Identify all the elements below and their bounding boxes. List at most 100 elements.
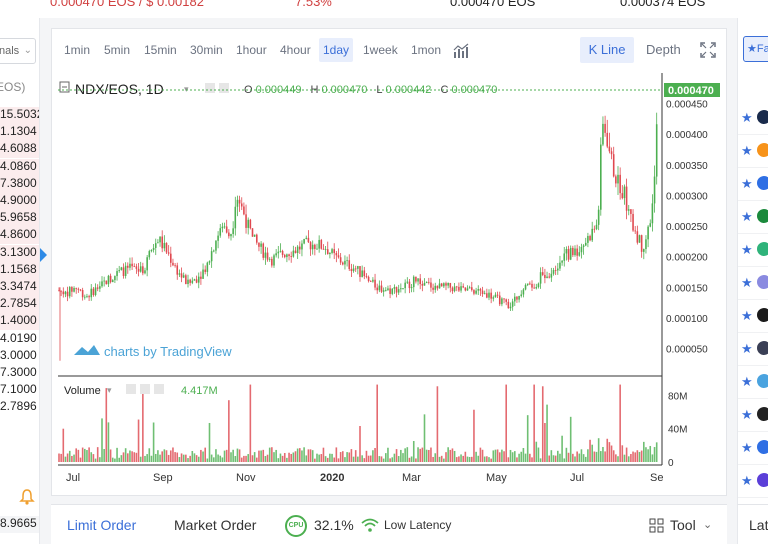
volume-bar: [584, 456, 587, 462]
star-icon[interactable]: ★: [741, 143, 753, 158]
time-axis-tick: Jul: [570, 472, 584, 484]
tool-chevron-icon[interactable]: ⌄: [703, 519, 713, 531]
volume-bar: [101, 418, 103, 462]
symbol-chevron-icon[interactable]: ▾: [184, 84, 189, 94]
volume-bar: [645, 447, 647, 462]
order-book-row[interactable]: 7.3800: [0, 175, 39, 193]
timeframe-1min[interactable]: 1min: [64, 43, 91, 57]
timeframe-4hour[interactable]: 4hour: [280, 43, 311, 57]
favorite-pair-row[interactable]: ★: [738, 366, 768, 399]
favorite-pair-row[interactable]: ★: [738, 234, 768, 267]
candle-body: [496, 294, 499, 296]
order-book-row[interactable]: 4.0860: [0, 158, 39, 176]
star-icon[interactable]: ★: [741, 275, 753, 290]
star-icon[interactable]: ★: [741, 407, 753, 422]
volume-bar: [103, 449, 105, 462]
timeframe-1day[interactable]: 1day: [319, 38, 354, 62]
fullscreen-icon[interactable]: [700, 42, 716, 58]
star-icon[interactable]: ★: [741, 374, 753, 389]
coin-logo-icon: [757, 374, 768, 388]
volume-bar: [430, 447, 432, 462]
timeframe-30min[interactable]: 30min: [190, 43, 223, 57]
favorites-button[interactable]: ★Fa: [743, 36, 768, 62]
volume-bar: [228, 400, 230, 462]
order-book-row[interactable]: 1.1568: [0, 261, 39, 279]
order-book-row[interactable]: 3.3474: [0, 279, 39, 296]
timeframe-5min[interactable]: 5min: [104, 43, 131, 57]
favorite-pair-row[interactable]: ★: [738, 300, 768, 333]
star-icon[interactable]: ★: [741, 308, 753, 323]
precision-select[interactable]: nals ⌄: [0, 38, 36, 64]
order-book-row[interactable]: 2.7854: [0, 296, 39, 314]
settings-icon[interactable]: [219, 83, 229, 93]
volume-close-icon[interactable]: [154, 384, 164, 394]
favorite-pair-row[interactable]: ★: [738, 201, 768, 234]
timeframe-15min[interactable]: 15min: [144, 43, 177, 57]
tab-limit-order[interactable]: Limit Order: [67, 517, 137, 533]
tool-grid-icon[interactable]: [649, 518, 665, 534]
order-book-row[interactable]: 4.9000: [0, 193, 39, 210]
order-book-row[interactable]: 4.0190: [0, 330, 37, 345]
watermark-text[interactable]: charts by TradingView: [104, 344, 232, 359]
eye-icon[interactable]: [205, 83, 215, 93]
volume-bar: [449, 449, 452, 462]
favorite-pair-row[interactable]: ★: [738, 267, 768, 300]
bell-icon[interactable]: [18, 488, 36, 506]
candle-body: [64, 291, 67, 295]
candle-body: [344, 260, 346, 265]
star-icon[interactable]: ★: [741, 110, 753, 125]
tab-market-order[interactable]: Market Order: [174, 517, 257, 533]
candle-body: [329, 252, 331, 255]
indicators-icon[interactable]: [453, 43, 471, 59]
collapse-handle[interactable]: [40, 248, 47, 262]
candle-body: [569, 247, 572, 260]
candle-body: [561, 260, 563, 263]
timeframe-1hour[interactable]: 1hour: [236, 43, 267, 57]
order-book-row[interactable]: 1.1304: [0, 124, 39, 142]
star-icon[interactable]: ★: [741, 341, 753, 356]
favorite-pair-row[interactable]: ★: [738, 168, 768, 201]
star-icon[interactable]: ★: [741, 176, 753, 191]
order-book-row[interactable]: 4.8600: [0, 227, 39, 245]
candle-body: [346, 260, 348, 262]
candlestick-chart[interactable]: 0.000450 0.000400 0.000350 0.000300 0.000250…: [58, 73, 722, 491]
order-book-row[interactable]: 8.9665: [0, 516, 39, 533]
star-icon[interactable]: ★: [741, 209, 753, 224]
candle-body: [167, 252, 170, 254]
order-book-row[interactable]: 15.5032: [0, 107, 39, 124]
order-book-row[interactable]: 5.9658: [0, 210, 39, 228]
collapse-legend-icon[interactable]: [59, 81, 70, 93]
favorite-pair-row[interactable]: ★: [738, 465, 768, 498]
depth-button[interactable]: Depth: [646, 42, 681, 57]
order-book-row[interactable]: 3.0000: [0, 347, 37, 362]
timeframe-1mon[interactable]: 1mon: [411, 43, 442, 57]
volume-eye-icon[interactable]: [126, 384, 136, 394]
tool-menu-button[interactable]: Tool: [670, 517, 696, 533]
time-axis-tick: May: [486, 472, 507, 484]
order-book-row[interactable]: 1.4000: [0, 313, 39, 331]
volume-chevron-icon[interactable]: ▾: [107, 385, 112, 395]
star-icon[interactable]: ★: [741, 473, 753, 488]
candle-body: [335, 253, 338, 256]
star-icon[interactable]: ★: [741, 242, 753, 257]
volume-settings-icon[interactable]: [140, 384, 150, 394]
star-icon[interactable]: ★: [741, 440, 753, 455]
favorite-pair-row[interactable]: ★: [738, 432, 768, 465]
timeframe-1week[interactable]: 1week: [363, 43, 398, 57]
candle-body: [576, 248, 578, 256]
favorite-pair-row[interactable]: ★: [738, 102, 768, 135]
favorite-pair-row[interactable]: ★: [738, 135, 768, 168]
order-book-row[interactable]: 7.1000: [0, 382, 37, 397]
order-book-row[interactable]: 4.6088: [0, 141, 39, 159]
order-book-row[interactable]: 2.7896: [0, 399, 37, 414]
kline-button[interactable]: K Line: [580, 37, 634, 63]
order-book-row[interactable]: 3.1300: [0, 244, 39, 262]
volume-bar: [412, 441, 415, 462]
latest-trades-tab[interactable]: Lat: [737, 504, 768, 544]
favorite-pair-row[interactable]: ★: [738, 333, 768, 366]
favorite-pair-row[interactable]: ★: [738, 399, 768, 432]
order-book-row[interactable]: 7.3000: [0, 365, 37, 379]
coin-logo-icon: [757, 308, 768, 322]
volume-bar: [161, 451, 163, 462]
